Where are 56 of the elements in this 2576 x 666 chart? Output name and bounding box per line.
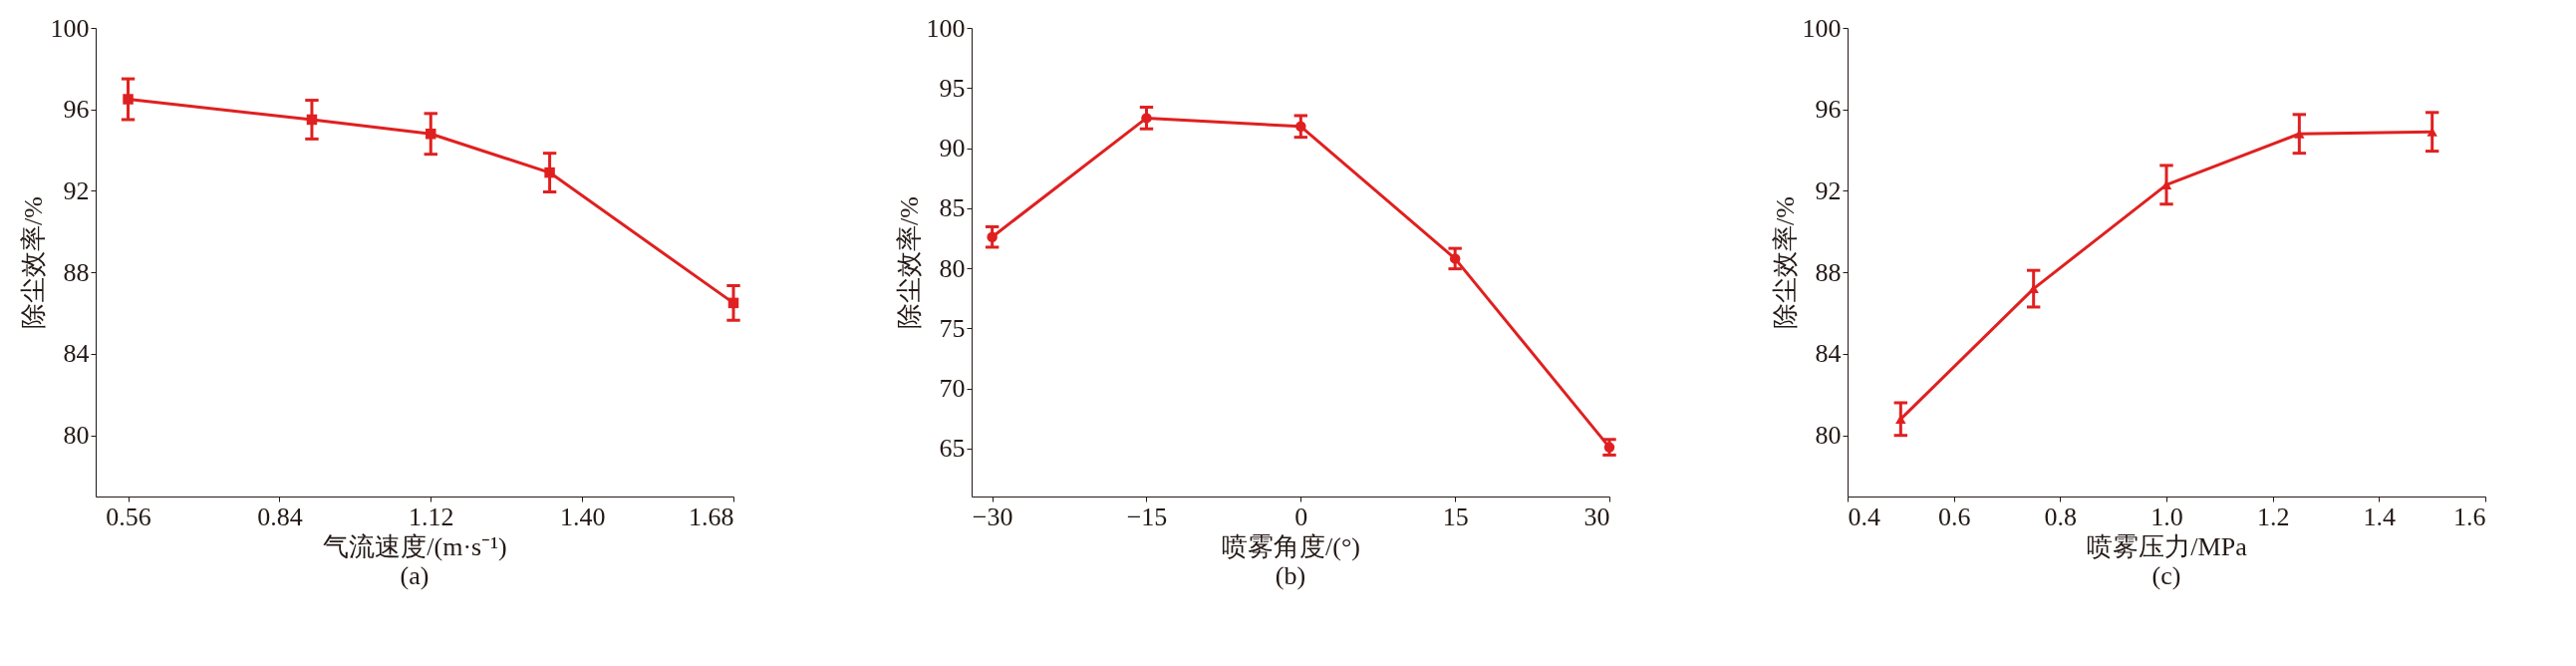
x-tick-label: 1.12 <box>409 501 454 531</box>
point <box>426 129 436 140</box>
x-tick-label: 0 <box>1294 501 1308 531</box>
y-tick-label: 100 <box>1802 13 1842 43</box>
x-tick-label: 0.4 <box>1848 501 1880 531</box>
point <box>1449 253 1461 264</box>
y-tick-label: 80 <box>63 421 90 451</box>
y-axis-title: 除尘效率/% <box>894 196 924 329</box>
x-tick-label: 0.84 <box>257 501 303 531</box>
x-tick-label: 1.2 <box>2256 501 2290 531</box>
x-tick-label: 1.68 <box>689 501 734 531</box>
y-tick-label: 84 <box>63 339 90 369</box>
y-tick-label: 92 <box>1815 175 1842 205</box>
y-tick-label: 100 <box>926 13 966 43</box>
x-tick-label: 1.4 <box>2363 501 2397 531</box>
x-tick-label: 1.6 <box>2453 501 2486 531</box>
point <box>1295 121 1306 133</box>
y-tick-label: 96 <box>1815 95 1842 125</box>
y-tick-label: 88 <box>1815 257 1842 287</box>
point <box>987 231 998 242</box>
point <box>123 94 134 105</box>
text: (c) <box>2151 561 2181 590</box>
point <box>727 297 739 309</box>
x-tick-label: 0.8 <box>2044 501 2078 531</box>
y-tick-label: 85 <box>939 193 966 223</box>
x-tick-label: −30 <box>972 501 1013 531</box>
point <box>1141 113 1152 124</box>
point <box>306 114 318 126</box>
x-tick-label: −15 <box>1126 501 1168 531</box>
x-tick-label: 0.56 <box>106 501 151 531</box>
y-tick-label: 84 <box>1815 339 1842 369</box>
text: (a) <box>400 561 429 590</box>
y-tick-label: 88 <box>63 257 90 287</box>
y-tick-label: 80 <box>1815 421 1842 451</box>
x-tick-label: 1.40 <box>559 501 606 531</box>
x-tick-label: 15 <box>1442 501 1469 531</box>
y-tick-label: 75 <box>939 313 966 343</box>
y-tick-label: 90 <box>939 134 966 164</box>
x-axis-title: 气流速度/(m·s⁻¹) <box>323 531 507 561</box>
y-tick-label: 96 <box>63 95 90 125</box>
x-tick-label: 0.6 <box>1937 501 1971 531</box>
y-tick-label: 70 <box>939 374 966 404</box>
y-tick-label: 65 <box>939 434 966 464</box>
x-tick-label: 30 <box>1583 501 1610 531</box>
y-tick-label: 92 <box>63 175 90 205</box>
text: (b) <box>1275 561 1306 590</box>
x-axis-title: 喷雾角度/(°) <box>1222 531 1360 561</box>
y-tick-label: 95 <box>939 73 966 103</box>
point <box>1603 442 1615 453</box>
y-tick-label: 80 <box>939 253 966 283</box>
x-axis-title: 喷雾压力/MPa <box>2087 531 2248 561</box>
y-tick-label: 100 <box>50 13 90 43</box>
y-axis-title: 除尘效率/% <box>1770 196 1800 329</box>
point <box>544 166 555 178</box>
y-axis-title: 除尘效率/% <box>18 196 48 329</box>
x-tick-label: 1.0 <box>2150 501 2183 531</box>
